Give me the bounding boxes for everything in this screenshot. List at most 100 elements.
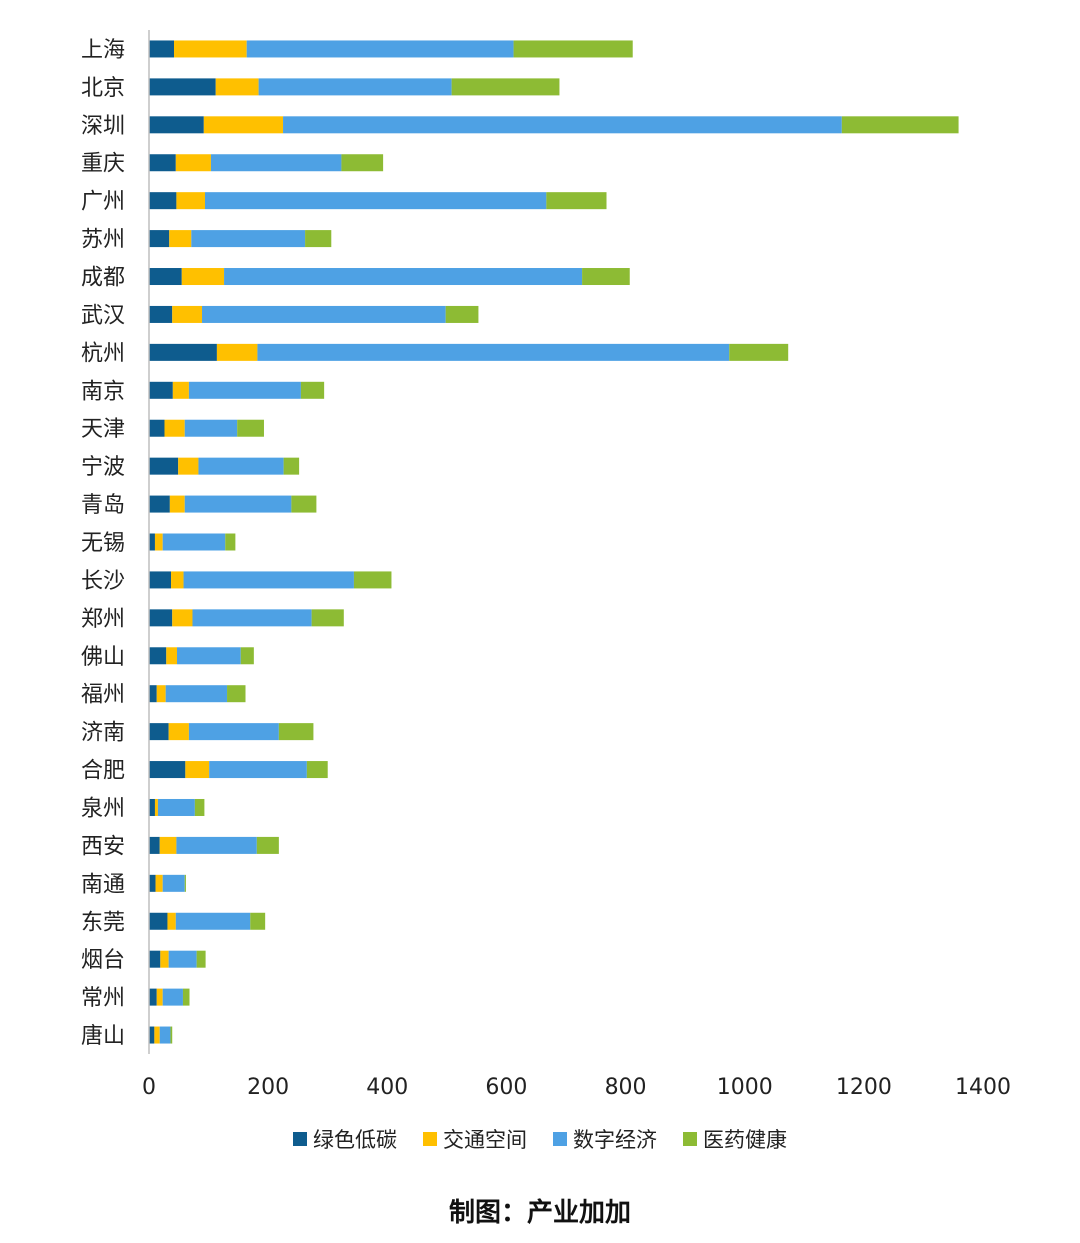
bar-segment — [215, 78, 259, 96]
x-tick-label: 200 — [247, 1075, 289, 1100]
legend-label: 数字经济 — [573, 1128, 657, 1152]
bar-segment — [157, 798, 195, 816]
bar-segment — [194, 798, 205, 816]
bar-segment — [149, 495, 170, 513]
bar-segment — [149, 685, 157, 703]
bar-segment — [196, 950, 206, 968]
bar-segment — [283, 457, 300, 475]
bar-segment — [202, 305, 446, 323]
bar-segment — [184, 874, 186, 892]
bar-segment — [149, 609, 173, 627]
bar-segment — [210, 154, 342, 172]
x-tick-label: 400 — [366, 1075, 408, 1100]
category-label: 南通 — [81, 872, 125, 897]
category-label: 常州 — [81, 986, 125, 1011]
bar-segment — [341, 154, 384, 172]
bar-segment — [169, 495, 185, 513]
bar-segment — [168, 723, 189, 741]
bars-group — [149, 40, 959, 1044]
legend-label: 交通空间 — [443, 1128, 527, 1152]
bar-segment — [176, 836, 257, 854]
category-labels: 上海北京深圳重庆广州苏州成都武汉杭州南京天津宁波青岛无锡长沙郑州佛山福州济南合肥… — [81, 38, 125, 1049]
bar-segment — [156, 685, 166, 703]
bar-segment — [159, 1026, 171, 1044]
category-label: 西安 — [81, 834, 125, 859]
bar-segment — [240, 647, 254, 665]
category-label: 广州 — [81, 190, 125, 215]
x-tick-label: 0 — [142, 1075, 156, 1100]
bar-segment — [291, 495, 317, 513]
category-label: 合肥 — [81, 759, 125, 784]
legend-swatch — [553, 1132, 567, 1146]
bar-segment — [149, 78, 216, 96]
bar-segment — [204, 192, 547, 210]
legend: 绿色低碳 交通空间 数字经济 医药健康 — [293, 1128, 787, 1152]
category-label: 郑州 — [81, 607, 125, 632]
bar-segment — [149, 305, 173, 323]
category-label: 深圳 — [81, 114, 125, 139]
bar-segment — [149, 647, 167, 665]
bar-segment — [162, 988, 183, 1006]
bar-segment — [149, 116, 204, 134]
bar-segment — [172, 305, 203, 323]
legend-swatch — [293, 1132, 307, 1146]
bar-segment — [176, 647, 241, 665]
bar-segment — [182, 988, 190, 1006]
bar-segment — [227, 685, 246, 703]
category-label: 唐山 — [81, 1024, 125, 1049]
bar-segment — [149, 343, 217, 361]
bar-segment — [149, 457, 179, 475]
bar-segment — [149, 723, 169, 741]
category-label: 泉州 — [81, 796, 125, 821]
legend-swatch — [423, 1132, 437, 1146]
bar-segment — [149, 381, 173, 399]
bar-segment — [188, 723, 279, 741]
bar-segment — [198, 457, 284, 475]
bar-segment — [175, 154, 211, 172]
bar-segment — [154, 533, 163, 551]
bar-segment — [172, 609, 193, 627]
legend-label: 绿色低碳 — [313, 1128, 397, 1152]
bar-segment — [841, 116, 959, 134]
bar-segment — [149, 154, 176, 172]
bar-segment — [183, 571, 354, 589]
bar-segment — [256, 836, 279, 854]
bar-segment — [246, 40, 514, 58]
bar-segment — [311, 609, 344, 627]
bar-segment — [149, 950, 161, 968]
bar-segment — [192, 609, 312, 627]
bar-segment — [164, 419, 185, 437]
bar-segment — [178, 457, 199, 475]
x-tick-label: 800 — [605, 1075, 647, 1100]
bar-segment — [149, 192, 177, 210]
bar-segment — [250, 912, 266, 930]
bar-segment — [149, 533, 155, 551]
category-label: 苏州 — [81, 228, 125, 253]
bar-segment — [162, 874, 185, 892]
x-tick-label: 1400 — [955, 1075, 1011, 1100]
bar-segment — [184, 419, 238, 437]
bar-segment — [156, 988, 163, 1006]
bar-segment — [149, 912, 168, 930]
bar-segment — [149, 40, 175, 58]
category-label: 济南 — [81, 721, 125, 746]
bar-segment — [169, 230, 192, 248]
bar-segment — [729, 343, 789, 361]
legend-label: 医药健康 — [703, 1128, 787, 1152]
bar-segment — [149, 836, 160, 854]
category-label: 无锡 — [81, 531, 125, 556]
bar-segment — [149, 1026, 155, 1044]
category-label: 福州 — [81, 683, 125, 708]
bar-segment — [171, 571, 184, 589]
category-label: 东莞 — [81, 910, 125, 935]
bar-segment — [185, 761, 210, 779]
bar-segment — [237, 419, 264, 437]
x-tick-label: 1200 — [836, 1075, 892, 1100]
bar-segment — [155, 874, 163, 892]
bar-segment — [149, 571, 172, 589]
category-label: 烟台 — [81, 948, 125, 973]
bar-segment — [165, 685, 228, 703]
bar-segment — [149, 268, 182, 286]
bar-segment — [300, 381, 325, 399]
